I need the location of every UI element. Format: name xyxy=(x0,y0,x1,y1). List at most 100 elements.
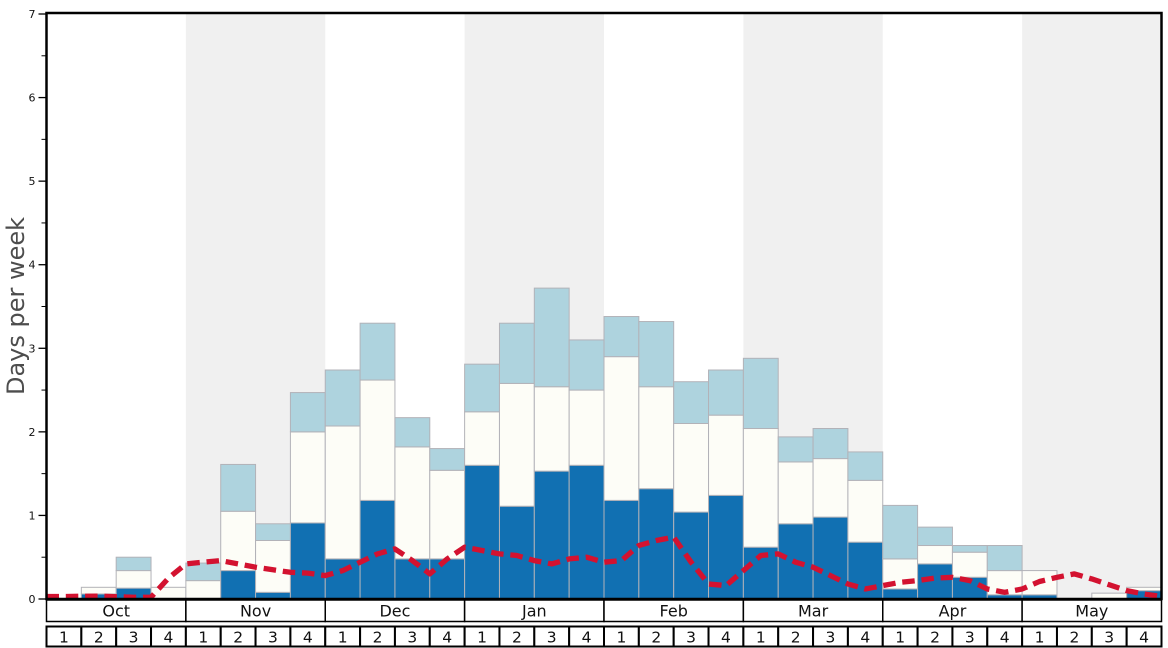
bar-segment-light-blue-top-segment xyxy=(603,316,640,358)
week-label: 4 xyxy=(303,629,313,647)
week-label: 3 xyxy=(268,629,278,647)
bar-segment-light-blue-top-segment xyxy=(220,463,257,512)
week-label: 3 xyxy=(407,629,417,647)
bar-segment-light-blue-top-segment xyxy=(498,322,535,384)
bar-segment-white-middle-segment xyxy=(394,446,431,560)
month-label: May xyxy=(1075,602,1108,621)
week-label: 2 xyxy=(233,629,243,647)
bar-segment-white-middle-segment xyxy=(533,386,570,472)
bar-segment-white-middle-segment xyxy=(255,540,291,593)
week-label: 4 xyxy=(1139,629,1149,647)
bar-segment-light-blue-top-segment xyxy=(742,357,779,430)
bar-segment-dark-blue-bottom-segment xyxy=(812,516,849,600)
bar-segment-light-blue-top-segment xyxy=(394,417,431,448)
week-label: 4 xyxy=(721,629,731,647)
bar-segment-light-blue-top-segment xyxy=(464,363,500,413)
week-label: 2 xyxy=(94,629,104,647)
y-tick-label: 1 xyxy=(29,509,36,522)
bar-segment-dark-blue-bottom-segment xyxy=(882,588,919,600)
week-label: 4 xyxy=(164,629,174,647)
y-tick-label: 0 xyxy=(29,593,36,606)
y-tick-label: 3 xyxy=(29,342,36,355)
bar-segment-light-blue-top-segment xyxy=(429,448,466,471)
week-cell xyxy=(1125,625,1163,648)
week-label: 4 xyxy=(1000,629,1010,647)
y-axis-label: Days per week xyxy=(2,217,30,395)
month-label: Apr xyxy=(939,602,967,621)
y-tick-label: 2 xyxy=(29,426,36,439)
red-dashed-line xyxy=(46,534,1162,600)
bar-segment-white-middle-segment xyxy=(708,414,744,496)
bar-segment-light-blue-top-segment xyxy=(882,504,919,560)
week-label: 2 xyxy=(651,629,661,647)
week-label: 2 xyxy=(373,629,383,647)
week-label: 3 xyxy=(547,629,557,647)
bar-segment-white-middle-segment xyxy=(603,356,640,501)
bar-segment-dark-blue-bottom-segment xyxy=(568,464,605,600)
bar-segment-dark-blue-bottom-segment xyxy=(708,494,744,600)
bar-segment-white-middle-segment xyxy=(185,580,222,600)
week-label: 4 xyxy=(582,629,592,647)
week-label: 3 xyxy=(686,629,696,647)
bar-segment-white-middle-segment xyxy=(464,411,500,466)
bar-segment-white-middle-segment xyxy=(324,425,361,560)
bar-segment-dark-blue-bottom-segment xyxy=(498,505,535,600)
bar-segment-light-blue-top-segment xyxy=(638,321,675,388)
gray-month-band xyxy=(1022,13,1162,599)
week-label: 3 xyxy=(1104,629,1114,647)
week-label: 2 xyxy=(1069,629,1079,647)
bar-segment-dark-blue-bottom-segment xyxy=(464,464,500,600)
bar-segment-light-blue-top-segment xyxy=(324,369,361,427)
bar-segment-white-middle-segment xyxy=(429,469,466,560)
week-label: 1 xyxy=(616,629,626,647)
bar-segment-light-blue-top-segment xyxy=(708,369,744,416)
y-tick-label: 6 xyxy=(29,92,36,105)
bar-segment-dark-blue-bottom-segment xyxy=(533,470,570,600)
bar-segment-light-blue-top-segment xyxy=(115,556,152,572)
bar-segment-white-middle-segment xyxy=(498,382,535,507)
bar-segment-light-blue-top-segment xyxy=(986,545,1023,572)
bar-segment-white-middle-segment xyxy=(150,586,187,600)
bar-segment-white-middle-segment xyxy=(638,386,675,490)
bar-segment-light-blue-top-segment xyxy=(359,322,396,381)
week-label: 1 xyxy=(477,629,487,647)
bar-segment-dark-blue-bottom-segment xyxy=(603,499,640,600)
bar-segment-white-middle-segment xyxy=(917,545,953,565)
bar-segment-light-blue-top-segment xyxy=(255,523,291,541)
bar-segment-light-blue-top-segment xyxy=(847,451,884,481)
week-label: 2 xyxy=(512,629,522,647)
bar-segment-white-middle-segment xyxy=(80,586,117,595)
y-tick-label: 7 xyxy=(29,8,36,21)
bar-segment-white-middle-segment xyxy=(951,551,988,578)
week-label: 1 xyxy=(895,629,905,647)
y-tick-label: 4 xyxy=(29,259,36,272)
bar-segment-light-blue-top-segment xyxy=(673,381,710,425)
bar-segment-white-middle-segment xyxy=(115,570,152,589)
month-label: Feb xyxy=(660,602,688,621)
bar-segment-dark-blue-bottom-segment xyxy=(359,499,396,600)
bar-segment-white-middle-segment xyxy=(673,423,710,513)
week-label: 3 xyxy=(826,629,836,647)
month-label: Dec xyxy=(379,602,410,621)
bar-segment-white-middle-segment xyxy=(742,428,779,548)
week-label: 2 xyxy=(930,629,940,647)
bar-segment-white-middle-segment xyxy=(568,389,605,466)
week-label: 4 xyxy=(442,629,452,647)
bar-segment-light-blue-top-segment xyxy=(289,392,326,433)
bar-segment-white-middle-segment xyxy=(777,461,814,525)
bar-segment-white-middle-segment xyxy=(359,379,396,501)
month-label: Jan xyxy=(521,602,547,621)
week-label: 1 xyxy=(338,629,348,647)
month-cell xyxy=(1021,599,1163,623)
bar-segment-light-blue-top-segment xyxy=(568,339,605,391)
bar-segment-white-middle-segment xyxy=(847,479,884,543)
bar-segment-dark-blue-bottom-segment xyxy=(289,522,326,600)
bar-segment-dark-blue-bottom-segment xyxy=(673,511,710,600)
bar-segment-light-blue-top-segment xyxy=(533,287,570,388)
bar-segment-light-blue-top-segment xyxy=(917,526,953,547)
month-label: Oct xyxy=(102,602,130,621)
bar-segment-light-blue-top-segment xyxy=(777,436,814,463)
bar-segment-dark-blue-bottom-segment xyxy=(220,570,257,600)
